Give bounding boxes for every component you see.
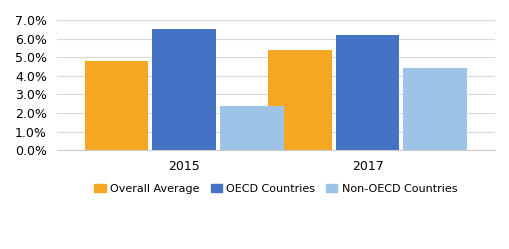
Bar xyxy=(267,50,331,150)
Bar xyxy=(335,35,399,150)
Bar xyxy=(84,61,148,150)
Bar xyxy=(220,106,284,150)
Legend: Overall Average, OECD Countries, Non-OECD Countries: Overall Average, OECD Countries, Non-OEC… xyxy=(90,179,461,198)
Bar xyxy=(403,68,466,150)
Bar xyxy=(152,29,216,150)
